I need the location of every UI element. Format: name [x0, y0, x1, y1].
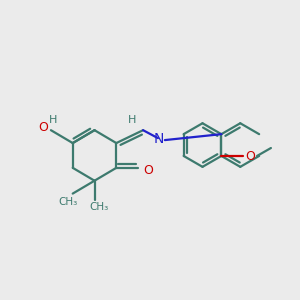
- Text: O: O: [143, 164, 153, 177]
- Text: N: N: [154, 132, 164, 146]
- Text: H: H: [128, 115, 136, 125]
- Text: H: H: [49, 115, 57, 125]
- Text: O: O: [38, 121, 48, 134]
- Text: CH₃: CH₃: [58, 196, 77, 206]
- Text: O: O: [245, 150, 255, 164]
- Text: CH₃: CH₃: [90, 202, 109, 212]
